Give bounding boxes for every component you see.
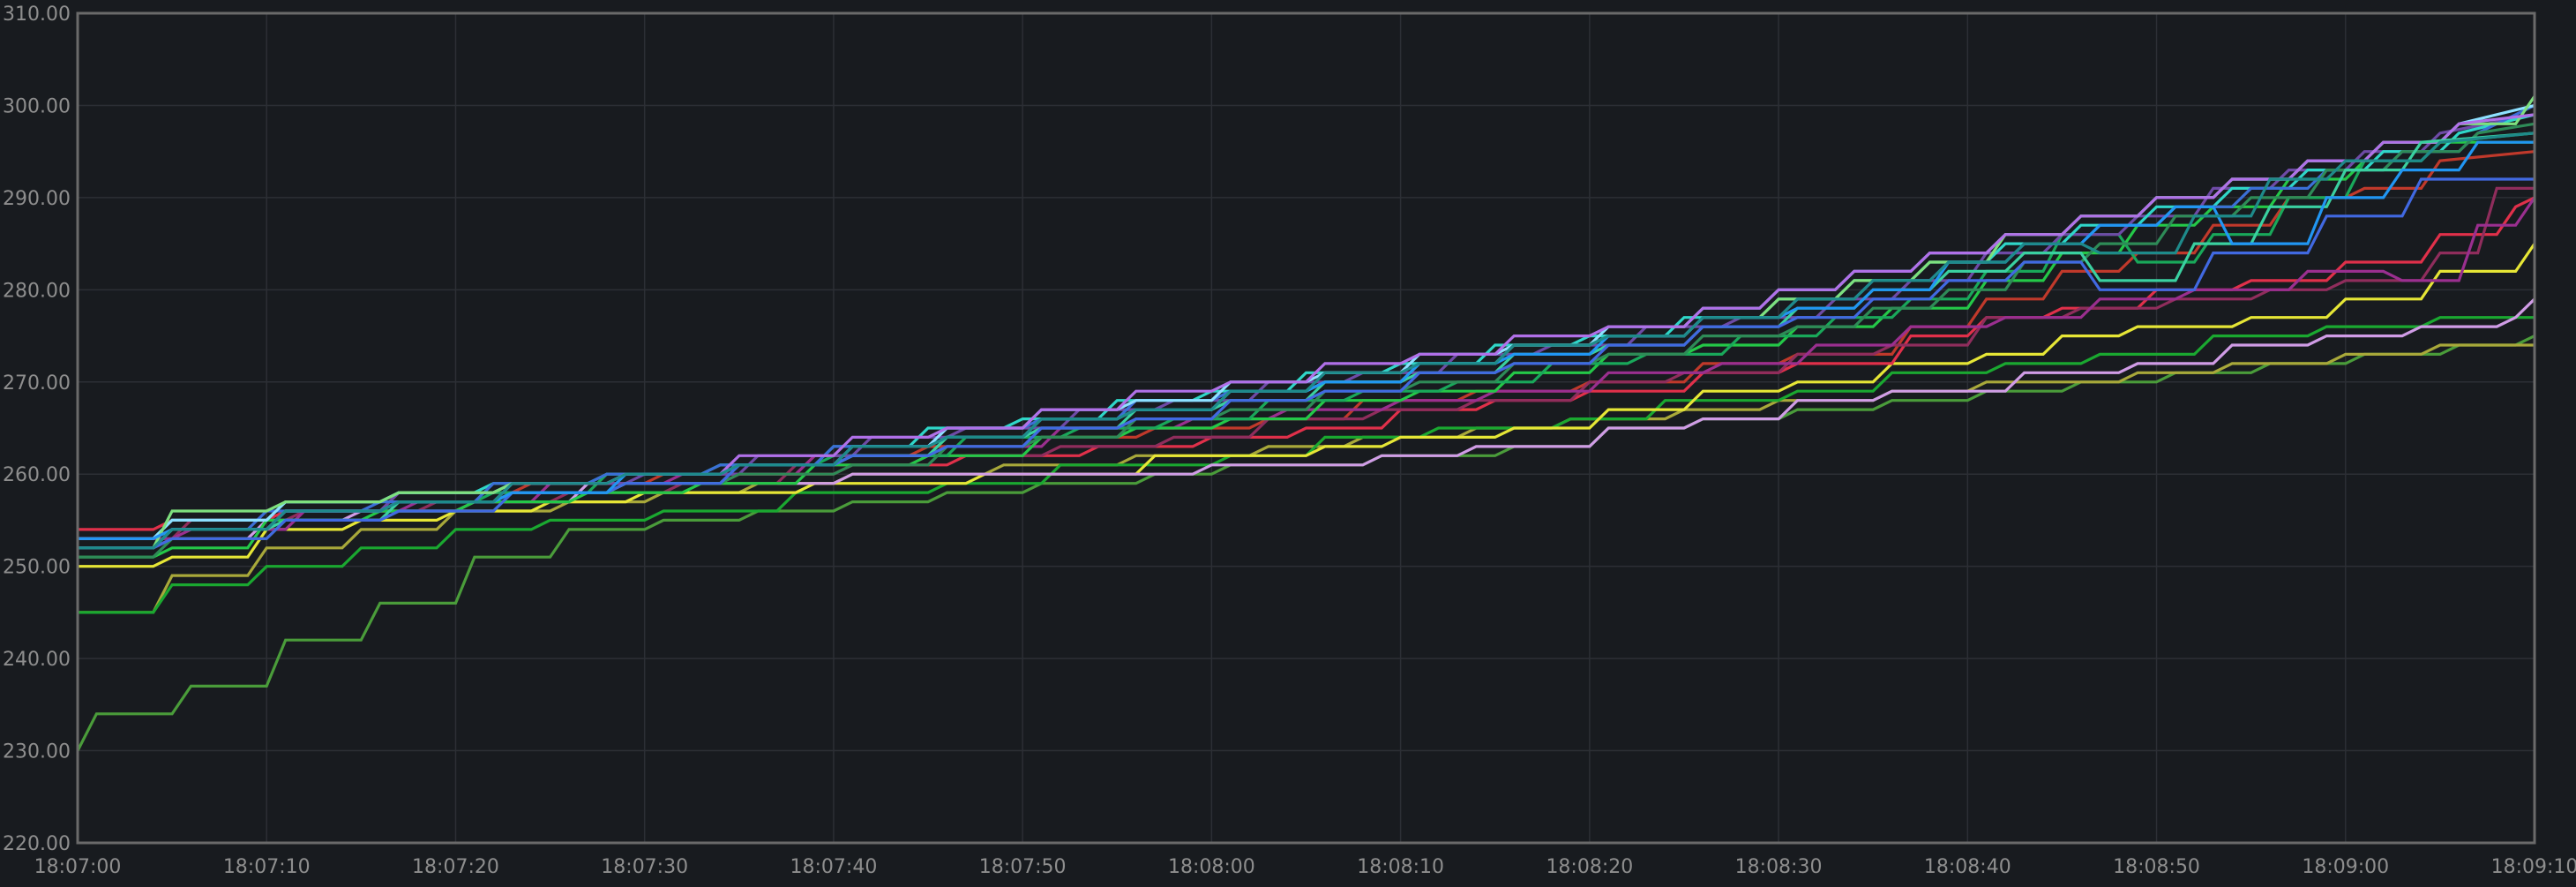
series-line-22 (78, 132, 2535, 550)
series-line-4 (78, 243, 2536, 568)
x-tick-label: 18:07:00 (34, 856, 122, 878)
series-line-10 (78, 140, 2535, 559)
x-tick-label: 18:08:00 (1168, 856, 1255, 878)
series-line-21 (78, 140, 2535, 540)
plot-frame (76, 11, 2536, 845)
y-tick-label: 280.00 (3, 280, 71, 302)
y-tick-label: 250.00 (3, 557, 71, 579)
series-line-12 (78, 113, 2535, 550)
series-line-2 (78, 343, 2535, 614)
y-tick-label: 240.00 (3, 649, 71, 671)
x-tick-label: 18:07:50 (979, 856, 1067, 878)
series-lines (76, 95, 2536, 752)
series-line-19 (78, 132, 2535, 550)
x-tick-label: 18:07:20 (412, 856, 499, 878)
x-tick-label: 18:08:20 (1546, 856, 1633, 878)
x-tick-label: 18:09:10 (2491, 856, 2576, 878)
x-tick-label: 18:08:50 (2113, 856, 2200, 878)
x-axis-ticks: 18:07:00 18:07:10 18:07:20 18:07:30 18:07:40… (34, 856, 2576, 878)
x-tick-label: 18:09:00 (2302, 856, 2389, 878)
series-line-1 (76, 335, 2535, 752)
y-axis-ticks: 220.00 230.00 240.00 250.00 260.00 270.00 280.… (3, 4, 71, 855)
y-tick-label: 290.00 (3, 188, 71, 210)
y-tick-label: 260.00 (3, 464, 71, 486)
x-tick-label: 18:07:10 (223, 856, 311, 878)
series-line-9 (78, 196, 2536, 540)
y-tick-label: 220.00 (3, 833, 71, 855)
x-tick-label: 18:08:10 (1357, 856, 1444, 878)
series-line-11 (78, 132, 2535, 550)
y-tick-label: 270.00 (3, 372, 71, 395)
x-tick-label: 18:07:40 (790, 856, 878, 878)
y-tick-label: 300.00 (3, 95, 71, 117)
x-tick-label: 18:08:30 (1735, 856, 1823, 878)
series-line-16 (78, 95, 2536, 550)
series-line-8 (78, 186, 2535, 540)
x-tick-label: 18:07:30 (601, 856, 688, 878)
series-line-7 (78, 150, 2535, 550)
y-tick-label: 310.00 (3, 4, 71, 26)
x-tick-label: 18:08:40 (1924, 856, 2011, 878)
series-line-3 (78, 316, 2535, 614)
y-tick-label: 230.00 (3, 741, 71, 763)
